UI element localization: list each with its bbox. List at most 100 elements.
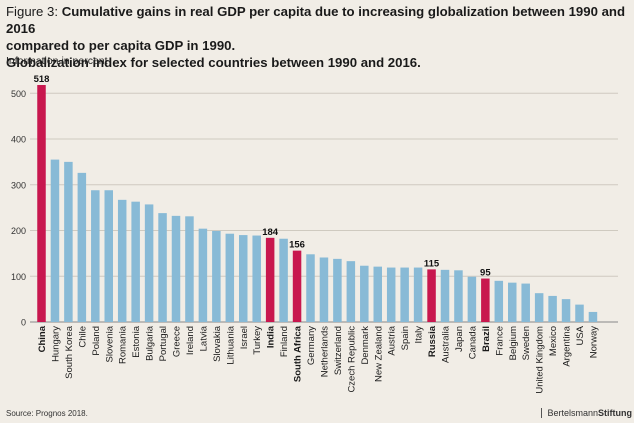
data-label-russia: 115 [424, 258, 440, 269]
x-tick-label-hungary: Hungary [50, 326, 61, 362]
y-tick-label-200: 200 [11, 226, 26, 236]
x-tick-label-australia: Australia [441, 325, 452, 363]
x-tick-label-china: China [37, 325, 48, 352]
bar-chile [77, 172, 87, 322]
x-tick-label-slovakia: Slovakia [212, 325, 223, 362]
bar-czech-republic [346, 261, 356, 322]
bar-israel [239, 235, 248, 322]
bar-belgium [508, 282, 517, 322]
x-tick-label-israel: Israel [239, 326, 250, 349]
bar-new-zealand [373, 266, 382, 322]
y-tick-label-300: 300 [11, 180, 26, 190]
y-tick-label-500: 500 [11, 89, 26, 99]
x-tick-label-sweden: Sweden [521, 326, 532, 360]
source-note: Source: Prognos 2018. [6, 409, 88, 418]
brand-regular: Bertelsmann [547, 408, 598, 418]
brand-bold: Stiftung [598, 408, 632, 418]
x-tick-label-austria: Austria [387, 325, 398, 355]
bar-south-korea [64, 161, 73, 322]
bar-brazil [481, 278, 490, 322]
x-tick-label-netherlands: Netherlands [319, 326, 330, 377]
x-tick-label-france: France [494, 326, 505, 356]
x-tick-label-united-kingdom: United Kingdom [535, 326, 546, 394]
x-tick-label-poland: Poland [91, 326, 102, 356]
bar-south-africa [292, 250, 302, 322]
x-tick-label-india: India [266, 325, 277, 348]
x-tick-label-south-korea: South Korea [64, 325, 75, 379]
bar-argentina [561, 299, 571, 322]
x-tick-label-lithuania: Lithuania [225, 325, 236, 364]
x-tick-label-bulgaria: Bulgaria [145, 325, 156, 361]
bar-poland [91, 190, 100, 322]
bar-bulgaria [144, 204, 154, 322]
y-tick-label-0: 0 [21, 318, 26, 328]
bar-estonia [131, 201, 140, 322]
bar-spain [400, 267, 409, 322]
x-tick-label-italy: Italy [414, 326, 425, 344]
x-tick-label-argentina: Argentina [562, 325, 573, 366]
bar-norway [588, 311, 598, 322]
title-line-2: compared to per capita GDP in 1990. [6, 38, 236, 53]
x-tick-label-estonia: Estonia [131, 325, 142, 357]
x-tick-label-mexico: Mexico [548, 326, 559, 356]
bar-switzerland [333, 258, 342, 322]
x-tick-label-japan: Japan [454, 326, 465, 352]
x-tick-label-czech-republic: Czech Republic [346, 326, 357, 393]
x-tick-label-denmark: Denmark [360, 326, 371, 365]
bar-united-kingdom [534, 293, 544, 322]
x-tick-label-south-africa: South Africa [293, 325, 304, 382]
chart-title: Figure 3: Cumulative gains in real GDP p… [6, 3, 628, 71]
bar-usa [575, 304, 584, 322]
data-label-south-africa: 156 [289, 240, 305, 251]
title-line-3: Globalization index for selected countri… [6, 55, 421, 70]
bar-lithuania [225, 233, 235, 322]
bar-portugal [158, 213, 167, 322]
bar-ireland [185, 216, 194, 322]
x-tick-label-canada: Canada [467, 325, 478, 359]
bar-turkey [252, 235, 261, 322]
x-tick-label-russia: Russia [427, 325, 438, 357]
data-label-brazil: 95 [480, 268, 491, 279]
bar-finland [279, 238, 288, 322]
bar-denmark [360, 265, 369, 322]
x-tick-label-ireland: Ireland [185, 326, 196, 355]
x-tick-label-turkey: Turkey [252, 326, 263, 355]
bar-china [37, 85, 46, 322]
x-tick-label-brazil: Brazil [481, 326, 492, 352]
bar-mexico [548, 295, 557, 322]
bar-france [494, 280, 504, 322]
brand-logo: BertelsmannStiftung [541, 408, 632, 418]
x-tick-label-chile: Chile [77, 326, 88, 348]
x-tick-label-portugal: Portugal [158, 326, 169, 361]
bar-russia [427, 269, 436, 322]
x-tick-label-finland: Finland [279, 326, 290, 357]
bar-slovakia [212, 230, 221, 322]
x-tick-label-romania: Romania [118, 325, 129, 364]
bar-japan [454, 270, 463, 322]
x-tick-label-greece: Greece [172, 326, 183, 357]
bar-india [265, 237, 275, 322]
bar-netherlands [319, 257, 329, 322]
data-label-india: 184 [262, 227, 279, 238]
figure-prefix: Figure 3: [6, 4, 59, 19]
x-tick-label-usa: USA [575, 325, 586, 345]
x-tick-label-germany: Germany [306, 326, 317, 365]
data-label-china: 518 [34, 74, 50, 85]
bar-romania [117, 199, 127, 322]
x-tick-label-new-zealand: New Zealand [373, 326, 384, 382]
bar-slovenia [104, 190, 113, 322]
bar-austria [386, 267, 396, 322]
bar-greece [171, 215, 181, 322]
x-tick-label-latvia: Latvia [198, 325, 209, 351]
x-tick-label-norway: Norway [588, 326, 599, 358]
x-tick-label-switzerland: Switzerland [333, 326, 344, 375]
bar-latvia [198, 228, 208, 322]
bar-italy [413, 267, 423, 322]
y-tick-label-100: 100 [11, 272, 26, 282]
bar-australia [440, 269, 450, 322]
x-tick-label-belgium: Belgium [508, 326, 519, 360]
bar-hungary [50, 159, 60, 322]
title-line-1: Cumulative gains in real GDP per capita … [6, 4, 626, 36]
bar-canada [467, 276, 477, 322]
